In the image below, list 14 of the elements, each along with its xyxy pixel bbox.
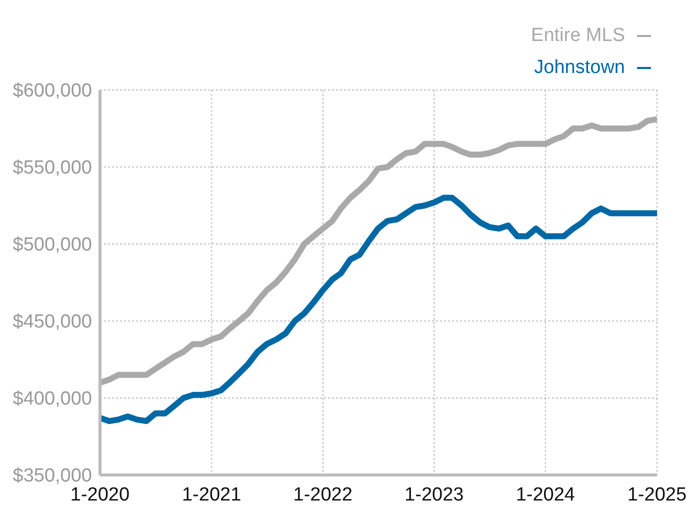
x-tick-label: 1-2025: [627, 484, 687, 506]
x-tick-label: 1-2020: [70, 484, 130, 506]
y-tick-label: $350,000: [12, 466, 92, 487]
x-tick-label: 1-2021: [182, 484, 242, 506]
x-tick-label: 1-2022: [293, 484, 352, 506]
x-tick-label: 1-2023: [404, 484, 464, 506]
y-tick-label: $450,000: [12, 312, 92, 333]
y-tick-label: $550,000: [12, 158, 92, 179]
x-tick-label: 1-2024: [516, 484, 576, 506]
y-tick-label: $500,000: [12, 234, 92, 256]
y-tick-label: $400,000: [12, 388, 92, 410]
y-tick-label: $600,000: [12, 80, 92, 102]
legend-label: Entire MLS: [530, 24, 626, 48]
legend-label: Johnstown: [534, 57, 625, 78]
